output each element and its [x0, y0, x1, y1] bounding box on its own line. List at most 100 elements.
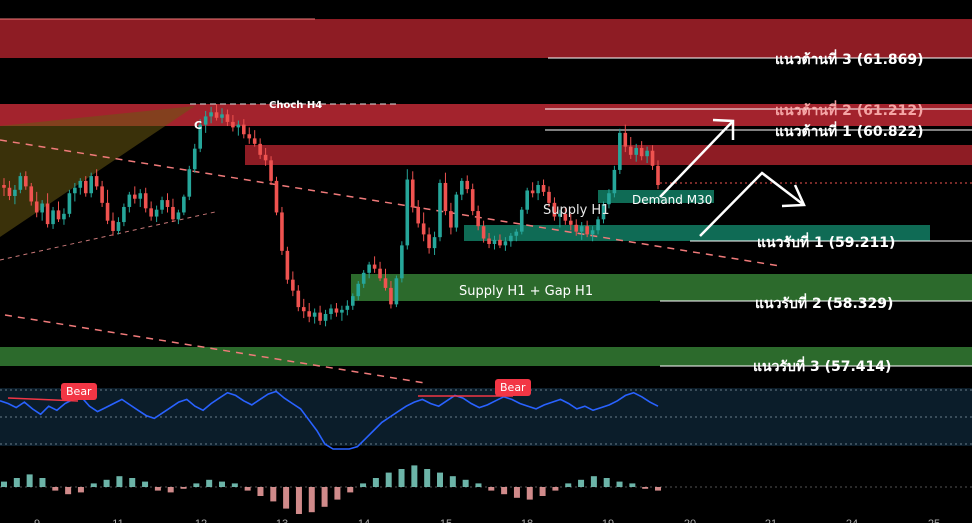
candle-body — [203, 116, 208, 125]
candle-body — [618, 132, 622, 170]
candle-body — [263, 154, 268, 161]
histogram-bar — [526, 487, 533, 500]
candles — [2, 104, 660, 327]
candle-body — [498, 239, 502, 246]
candle-body — [220, 114, 224, 118]
bear-badge-1-text: Bear — [66, 385, 92, 398]
histogram-bar — [39, 478, 46, 487]
candle-body — [656, 165, 660, 186]
candle-body — [547, 191, 551, 203]
candle-body — [503, 241, 508, 246]
candle-body — [40, 203, 44, 213]
candle-body — [574, 224, 579, 232]
candle-body — [285, 250, 290, 280]
histogram-bar — [103, 479, 110, 487]
histogram-bar — [513, 487, 520, 498]
candle-body — [356, 283, 361, 297]
candle-body — [334, 308, 339, 313]
candle-body — [460, 180, 464, 195]
candle-body — [558, 213, 562, 217]
level-label-resistance-3: แนวต้านที่ 3 (61.869) — [775, 49, 924, 68]
histogram-bar — [52, 487, 59, 491]
candle-body — [410, 179, 415, 207]
candle-body — [351, 296, 355, 306]
candle-body — [56, 210, 61, 220]
candle-body — [476, 211, 480, 227]
candle-body — [650, 150, 655, 166]
candle-body — [634, 147, 638, 155]
arrow-up-head — [712, 118, 735, 140]
candle-body — [378, 268, 382, 279]
candle-body — [34, 201, 39, 213]
candle-body — [116, 222, 121, 231]
histogram-bar — [219, 481, 225, 487]
candle-body — [24, 176, 28, 187]
supply-gap-zone — [351, 274, 972, 301]
candle-body — [607, 193, 611, 205]
candle-body — [89, 176, 93, 194]
candle-body — [416, 206, 420, 224]
candle-body — [78, 180, 83, 188]
bear-badge-1 — [61, 383, 97, 400]
candle-body — [596, 219, 600, 231]
level-label-resistance-2: แนวต้านที่ 2 (61.212) — [775, 100, 924, 119]
candle-body — [122, 206, 126, 223]
candle-body — [280, 212, 284, 251]
candle-body — [247, 134, 252, 139]
x-tick-label: 9 — [34, 518, 40, 523]
histogram-bar — [257, 487, 264, 496]
candle-body — [154, 209, 159, 217]
candle-body — [171, 206, 175, 220]
candle-body — [612, 169, 617, 194]
candle-body — [579, 226, 584, 232]
histogram — [1, 465, 661, 514]
candle-body — [492, 239, 497, 244]
x-tick-label: 25 — [928, 518, 940, 523]
candle-body — [427, 234, 431, 249]
candle-body — [192, 148, 197, 170]
histogram-bar — [616, 481, 623, 487]
candle-body — [111, 220, 115, 231]
histogram-bar — [462, 479, 469, 487]
candle-body — [127, 194, 132, 207]
candle-body — [563, 213, 568, 221]
choch-label: Choch H4 — [269, 100, 322, 111]
histogram-bar — [629, 483, 636, 487]
trend-line-upper — [0, 139, 781, 267]
x-tick-label: 21 — [765, 518, 777, 523]
level-label-resistance-1: แนวต้านที่ 1 (60.822) — [775, 121, 924, 140]
x-tick-label: 14 — [358, 518, 370, 523]
histogram-bar — [385, 472, 392, 487]
candle-body — [105, 202, 110, 221]
candle-body — [400, 245, 404, 279]
candle-body — [274, 180, 279, 213]
histogram-bar — [603, 478, 610, 487]
candle-body — [187, 169, 192, 197]
candle-body — [182, 196, 186, 213]
candle-body — [231, 121, 235, 128]
candle-body — [291, 279, 295, 291]
candle-body — [149, 208, 153, 217]
x-tick-label: 20 — [684, 518, 696, 523]
histogram-bar — [231, 483, 238, 487]
candle-body — [383, 278, 388, 288]
candle-body — [143, 193, 148, 209]
candle-body — [389, 287, 393, 305]
candle-body — [301, 307, 306, 312]
candle-body — [236, 124, 241, 128]
x-tick-label: 12 — [195, 518, 207, 523]
histogram-bar — [193, 483, 200, 487]
candle-body — [470, 189, 475, 212]
histogram-bar — [90, 483, 97, 487]
candle-body — [394, 278, 399, 305]
candle-body — [62, 213, 66, 220]
histogram-bar — [65, 487, 72, 495]
histogram-bar — [655, 487, 661, 491]
level-label-support-2: แนวรับที่ 2 (58.329) — [755, 293, 893, 312]
histogram-bar — [334, 487, 341, 500]
resistance-3-zone — [0, 19, 972, 58]
candle-body — [645, 150, 649, 157]
candle-body — [449, 211, 453, 228]
histogram-bar — [398, 469, 405, 487]
